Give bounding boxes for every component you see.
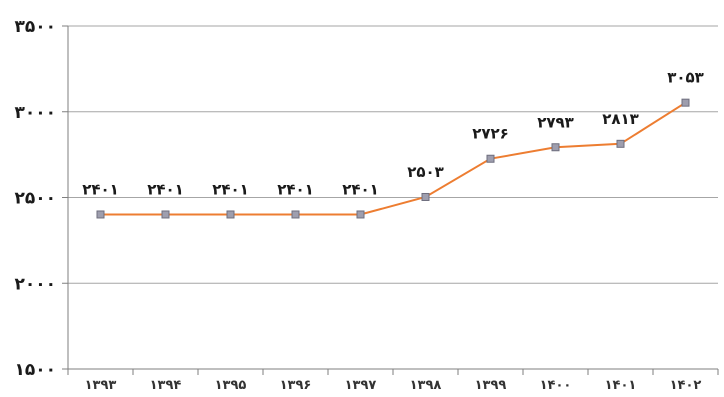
x-tick-label: ۱۳۹۵ bbox=[215, 378, 247, 393]
data-label: ۲۵۰۳ bbox=[407, 163, 444, 181]
data-label: ۲۴۰۱ bbox=[147, 180, 184, 198]
axes bbox=[62, 25, 719, 375]
data-point bbox=[551, 143, 560, 152]
y-tick-label: ۳۰۰۰ bbox=[14, 103, 56, 123]
data-label: ۲۸۱۳ bbox=[602, 110, 639, 128]
data-label: ۲۴۰۱ bbox=[82, 180, 119, 198]
y-tick-label: ۳۵۰۰ bbox=[14, 17, 56, 37]
data-labels: ۲۴۰۱ ۲۴۰۱ ۲۴۰۱ ۲۴۰۱ ۲۴۰۱ ۲۵۰۳ ۲۷۲۶ ۲۷۹۳ ۲۸۱۳ ۳۰۵۳ bbox=[82, 69, 704, 199]
x-tick-label: ۱۴۰۰ bbox=[540, 378, 572, 393]
data-point bbox=[96, 210, 105, 219]
data-point bbox=[616, 139, 625, 148]
x-tick-label: ۱۴۰۱ bbox=[605, 378, 637, 393]
data-label: ۳۰۵۳ bbox=[667, 69, 704, 87]
data-point bbox=[486, 154, 495, 163]
data-label: ۲۴۰۱ bbox=[277, 180, 314, 198]
data-label: ۲۷۹۳ bbox=[537, 113, 574, 131]
x-tick-label: ۱۳۹۴ bbox=[150, 378, 182, 393]
y-axis-tick-labels: ۱۵۰۰ ۲۰۰۰ ۲۵۰۰ ۳۰۰۰ ۳۵۰۰ bbox=[14, 17, 56, 380]
x-tick-label: ۱۳۹۸ bbox=[410, 378, 442, 393]
x-tick-label: ۱۴۰۲ bbox=[670, 378, 702, 393]
data-point bbox=[226, 210, 235, 219]
x-tick-label: ۱۳۹۳ bbox=[85, 378, 117, 393]
data-point bbox=[291, 210, 300, 219]
data-point bbox=[356, 210, 365, 219]
data-point bbox=[681, 98, 690, 107]
data-point bbox=[161, 210, 170, 219]
x-axis-tick-labels: ۱۳۹۳ ۱۳۹۴ ۱۳۹۵ ۱۳۹۶ ۱۳۹۷ ۱۳۹۸ ۱۳۹۹ ۱۴۰۰ ۱۴۰۱ ۱۴۰۲ bbox=[85, 378, 702, 393]
x-tick-label: ۱۳۹۶ bbox=[280, 378, 312, 393]
gridlines bbox=[68, 25, 718, 284]
data-label: ۲۴۰۱ bbox=[342, 180, 379, 198]
series-line-layer bbox=[100, 101, 687, 216]
x-tick-label: ۱۳۹۷ bbox=[345, 378, 377, 393]
data-point bbox=[421, 192, 430, 201]
y-tick-label: ۲۰۰۰ bbox=[14, 274, 56, 294]
y-tick-label: ۱۵۰۰ bbox=[14, 360, 56, 380]
data-markers bbox=[96, 98, 690, 219]
data-label: ۲۴۰۱ bbox=[212, 180, 249, 198]
series-line bbox=[100, 101, 687, 216]
data-label: ۲۷۲۶ bbox=[472, 125, 509, 143]
y-tick-label: ۲۵۰۰ bbox=[14, 189, 56, 209]
x-tick-label: ۱۳۹۹ bbox=[475, 378, 507, 393]
